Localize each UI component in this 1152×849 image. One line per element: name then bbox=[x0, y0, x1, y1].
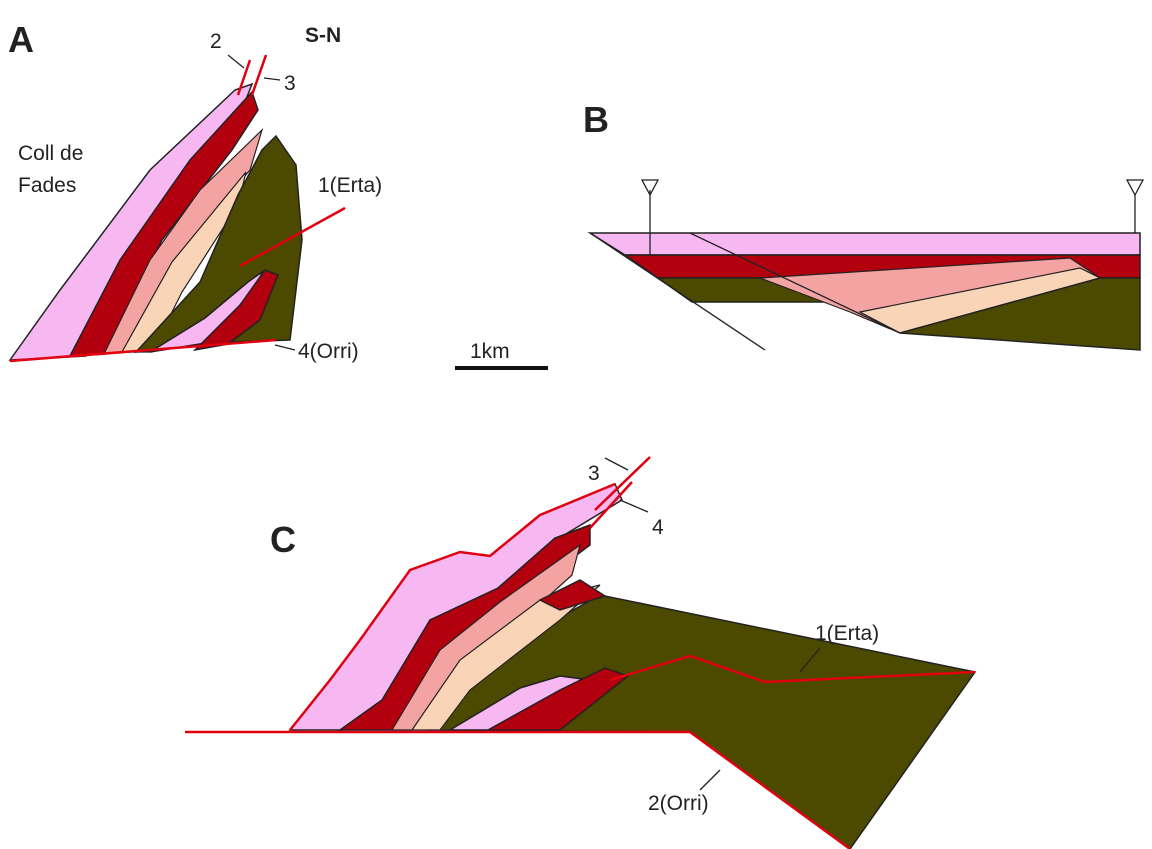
fault bbox=[252, 55, 266, 95]
orientation: S-N bbox=[305, 24, 341, 47]
layer-pink bbox=[590, 233, 1140, 255]
place-label: Fades bbox=[18, 174, 76, 197]
leader bbox=[228, 55, 244, 68]
fault-label: 3 bbox=[284, 72, 296, 95]
fault-label: 4 bbox=[652, 516, 664, 539]
fault bbox=[595, 457, 650, 510]
place-label: Coll de bbox=[18, 142, 83, 165]
scale-label: 1km bbox=[470, 340, 510, 363]
leader bbox=[275, 345, 295, 350]
panel-label: B bbox=[583, 99, 609, 140]
fault-label: 3 bbox=[588, 462, 600, 485]
panel-label: C bbox=[270, 519, 296, 560]
fault-label: 4(Orri) bbox=[298, 340, 359, 363]
well-symbol bbox=[1127, 180, 1143, 195]
panel-label: A bbox=[8, 19, 34, 60]
panel-c: C 3 4 1(Erta) 2(Orri) bbox=[185, 457, 975, 849]
diagram: A S-N 2 3 1(Erta) 4(Orri) Coll de Fades … bbox=[0, 0, 1152, 849]
panel-a: A S-N 2 3 1(Erta) 4(Orri) Coll de Fades … bbox=[8, 19, 548, 368]
fault-label: 1(Erta) bbox=[318, 174, 382, 197]
leader bbox=[264, 78, 280, 80]
leader bbox=[620, 500, 648, 512]
fault-label: 2 bbox=[210, 30, 222, 53]
fault-label: 2(Orri) bbox=[648, 792, 709, 815]
leader bbox=[700, 770, 720, 790]
leader bbox=[605, 458, 628, 470]
panel-b: B bbox=[583, 99, 1143, 350]
fault-label: 1(Erta) bbox=[815, 622, 879, 645]
